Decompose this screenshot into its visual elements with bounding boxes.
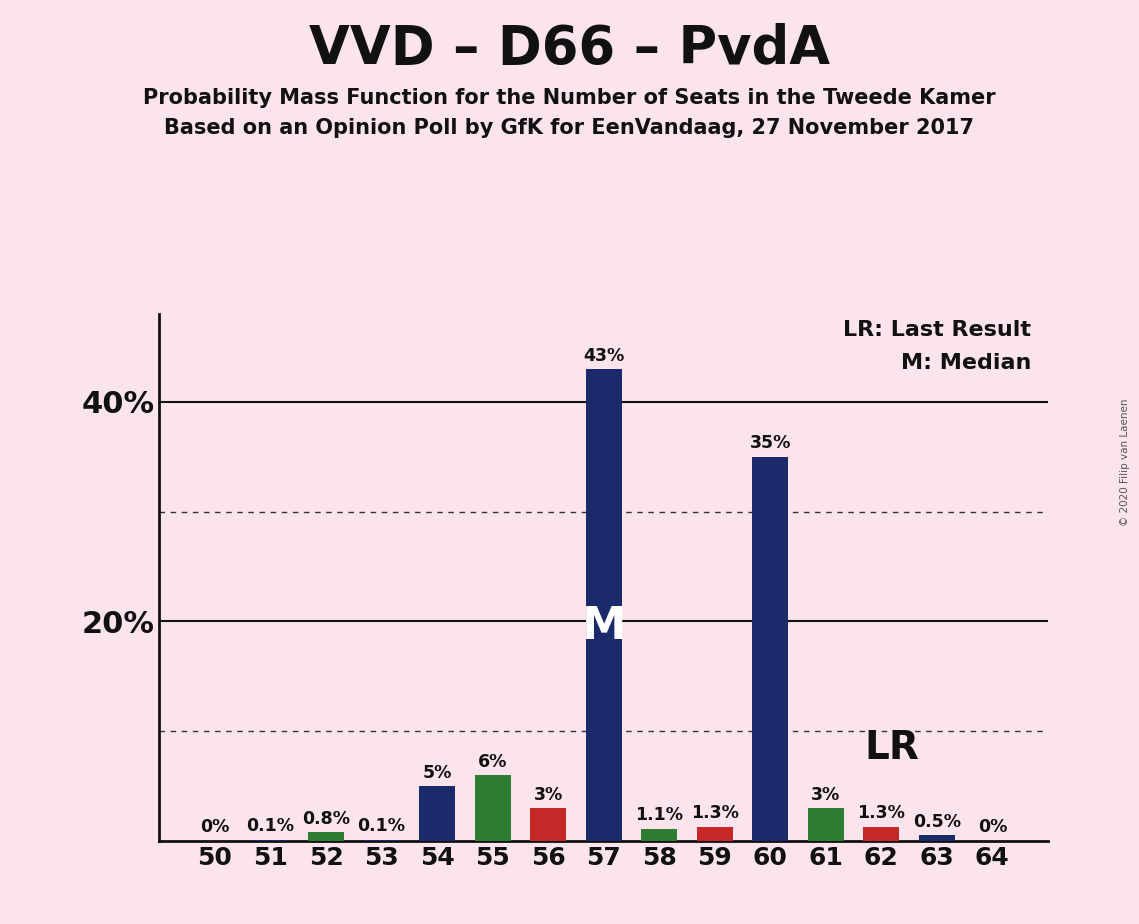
Text: 0%: 0%	[977, 819, 1007, 836]
Text: 1.1%: 1.1%	[636, 807, 683, 824]
Text: M: Median: M: Median	[901, 353, 1031, 372]
Text: 0%: 0%	[200, 819, 230, 836]
Bar	[363, 840, 400, 841]
Text: 0.8%: 0.8%	[302, 809, 350, 828]
Text: 5%: 5%	[423, 763, 452, 782]
Bar	[697, 827, 732, 841]
Bar	[752, 456, 788, 841]
Text: 0.5%: 0.5%	[912, 813, 961, 831]
Text: Probability Mass Function for the Number of Seats in the Tweede Kamer: Probability Mass Function for the Number…	[144, 88, 995, 108]
Text: 3%: 3%	[811, 785, 841, 804]
Text: 1.3%: 1.3%	[690, 804, 739, 822]
Text: 0.1%: 0.1%	[246, 818, 295, 835]
Bar	[863, 827, 900, 841]
Text: LR: Last Result: LR: Last Result	[843, 320, 1031, 340]
Text: 1.3%: 1.3%	[858, 804, 906, 822]
Text: 6%: 6%	[478, 753, 507, 771]
Text: Based on an Opinion Poll by GfK for EenVandaag, 27 November 2017: Based on an Opinion Poll by GfK for EenV…	[164, 118, 975, 139]
Text: VVD – D66 – PvdA: VVD – D66 – PvdA	[309, 23, 830, 75]
Text: LR: LR	[865, 728, 919, 767]
Bar	[641, 829, 678, 841]
Text: © 2020 Filip van Laenen: © 2020 Filip van Laenen	[1120, 398, 1130, 526]
Bar	[308, 832, 344, 841]
Text: 35%: 35%	[749, 434, 790, 453]
Bar	[530, 808, 566, 841]
Bar	[419, 786, 456, 841]
Text: 43%: 43%	[583, 346, 624, 365]
Bar	[253, 840, 288, 841]
Text: 3%: 3%	[533, 785, 563, 804]
Bar	[585, 369, 622, 841]
Bar	[475, 775, 510, 841]
Text: M: M	[582, 605, 625, 649]
Text: 0.1%: 0.1%	[358, 818, 405, 835]
Bar	[919, 835, 954, 841]
Bar	[808, 808, 844, 841]
